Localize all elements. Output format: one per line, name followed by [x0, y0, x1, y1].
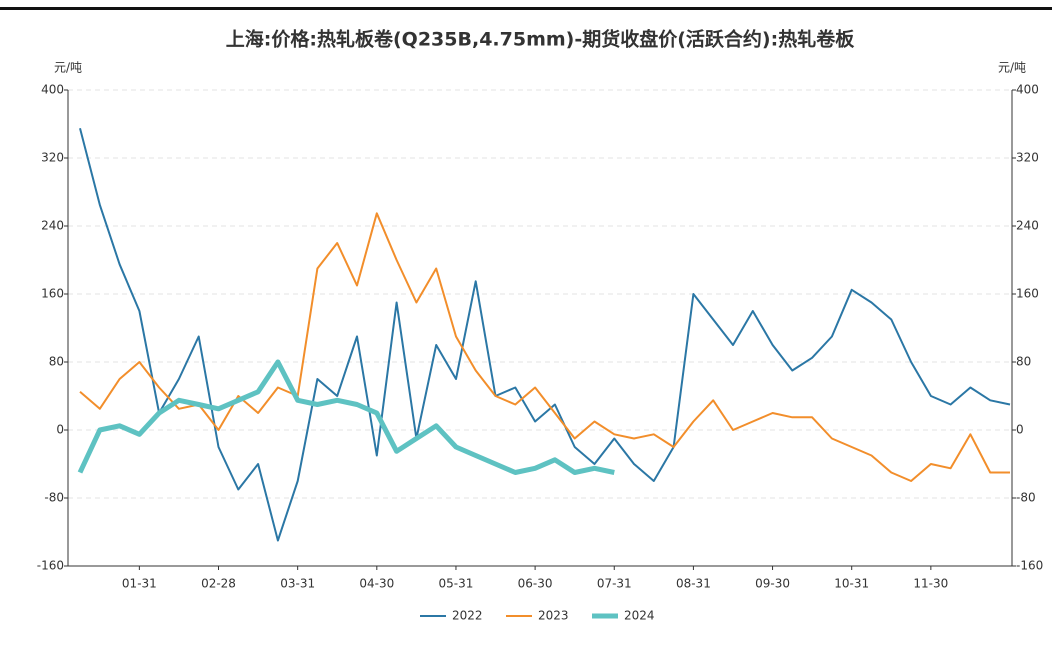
- chart-title: 上海:价格:热轧板卷(Q235B,4.75mm)-期货收盘价(活跃合约):热轧卷…: [226, 28, 855, 51]
- x-tick-label: 04-30: [359, 577, 394, 591]
- series-line: [77, 359, 615, 475]
- y2-axis-label: 元/吨: [998, 61, 1026, 75]
- y-tick-label: -80: [44, 491, 64, 505]
- y2-tick-label: -80: [1016, 491, 1036, 505]
- y-tick-label: 160: [41, 287, 64, 301]
- x-tick-label: 02-28: [201, 577, 236, 591]
- series-line: [79, 128, 1011, 542]
- y-tick-label: 240: [41, 219, 64, 233]
- y2-tick-label: 160: [1016, 287, 1039, 301]
- y2-tick-label: -160: [1016, 559, 1043, 573]
- x-tick-label: 06-30: [518, 577, 553, 591]
- legend-label: 2024: [624, 609, 655, 623]
- y-tick-label: 0: [56, 423, 64, 437]
- x-tick-label: 10-31: [834, 577, 869, 591]
- y-axis-label: 元/吨: [54, 61, 82, 75]
- x-tick-label: 05-31: [439, 577, 474, 591]
- x-tick-label: 01-31: [122, 577, 157, 591]
- y2-tick-label: 400: [1016, 83, 1039, 97]
- y-tick-label: 80: [49, 355, 64, 369]
- x-tick-label: 07-31: [597, 577, 632, 591]
- x-tick-label: 08-31: [676, 577, 711, 591]
- legend-label: 2023: [538, 609, 569, 623]
- x-tick-label: 09-30: [755, 577, 790, 591]
- legend-label: 2022: [452, 609, 483, 623]
- y-tick-label: 320: [41, 151, 64, 165]
- y2-tick-label: 240: [1016, 219, 1039, 233]
- top-bar: [0, 7, 1052, 10]
- x-tick-label: 03-31: [280, 577, 315, 591]
- y-tick-label: 400: [41, 83, 64, 97]
- y-tick-label: -160: [37, 559, 64, 573]
- x-tick-label: 11-30: [913, 577, 948, 591]
- series-line: [79, 212, 1010, 482]
- y2-tick-label: 0: [1016, 423, 1024, 437]
- y2-tick-label: 320: [1016, 151, 1039, 165]
- y2-tick-label: 80: [1016, 355, 1031, 369]
